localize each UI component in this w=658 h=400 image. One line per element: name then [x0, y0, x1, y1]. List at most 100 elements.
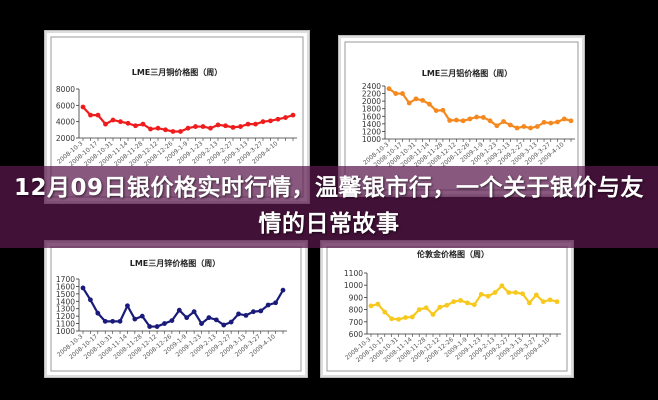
- data-point: [430, 312, 436, 317]
- y-tick-label: 1000: [362, 135, 381, 144]
- data-point: [554, 299, 560, 305]
- data-point: [541, 119, 547, 125]
- data-point: [393, 91, 399, 96]
- title-banner: [0, 166, 658, 248]
- data-point: [547, 297, 553, 303]
- series-line: [370, 284, 558, 321]
- data-point: [471, 302, 477, 308]
- data-point: [409, 314, 415, 320]
- data-point: [273, 300, 278, 306]
- data-point: [444, 302, 450, 308]
- data-point: [118, 119, 123, 125]
- y-tick-label: 8000: [56, 85, 75, 94]
- data-point: [501, 119, 506, 124]
- y-tick-label: 900: [349, 293, 364, 302]
- data-point: [290, 112, 296, 118]
- y-tick-label: 700: [349, 318, 364, 327]
- data-point: [507, 122, 513, 128]
- data-point: [223, 123, 228, 129]
- data-point: [528, 125, 533, 131]
- data-point: [427, 101, 432, 107]
- data-point: [494, 123, 500, 129]
- data-point: [95, 112, 101, 118]
- data-point: [375, 301, 381, 307]
- y-tick-label: 1100: [56, 320, 75, 329]
- data-point: [147, 324, 153, 329]
- data-point: [283, 115, 288, 120]
- data-point: [215, 122, 221, 128]
- y-tick-label: 1800: [362, 105, 381, 114]
- data-point: [80, 104, 86, 110]
- data-point: [548, 120, 554, 126]
- chart-svg: 伦敦金价格图（周）600700800900100011002008-10-320…: [326, 246, 568, 372]
- data-point: [258, 308, 264, 314]
- data-point: [155, 125, 161, 131]
- data-point: [163, 127, 168, 133]
- data-point: [178, 129, 183, 134]
- data-point: [520, 291, 525, 297]
- data-point: [133, 123, 138, 129]
- data-point: [221, 322, 227, 328]
- data-point: [162, 321, 167, 326]
- data-point: [467, 116, 473, 122]
- y-tick-label: 1300: [56, 305, 75, 314]
- data-point: [396, 316, 401, 322]
- data-point: [389, 316, 395, 322]
- data-point: [437, 304, 443, 310]
- data-point: [480, 115, 486, 120]
- y-tick-label: 1200: [56, 312, 75, 321]
- gold-price-chart: 伦敦金价格图（周） 600 700 800 900 1000 1100 2008-10-3 20…: [320, 240, 574, 378]
- data-point: [250, 309, 256, 315]
- data-point: [184, 315, 190, 321]
- data-point: [458, 298, 463, 303]
- data-point: [206, 315, 212, 321]
- data-point: [423, 305, 429, 311]
- data-point: [80, 285, 86, 291]
- data-point: [447, 118, 453, 123]
- data-point: [199, 321, 204, 326]
- y-tick-label: 6000: [56, 101, 75, 110]
- data-point: [110, 117, 116, 123]
- data-point: [110, 318, 116, 324]
- data-point: [368, 303, 374, 309]
- chart-title: LME三月锌价格图（周）: [130, 258, 221, 268]
- data-point: [265, 302, 271, 308]
- y-tick-label: 2000: [56, 134, 75, 143]
- y-tick-label: 1200: [362, 127, 381, 136]
- data-point: [420, 97, 426, 103]
- data-point: [125, 303, 130, 309]
- data-point: [253, 121, 258, 127]
- y-tick-label: 1600: [362, 112, 381, 121]
- data-point: [465, 300, 470, 306]
- data-point: [440, 107, 446, 113]
- data-point: [191, 309, 197, 315]
- y-tick-label: 1700: [56, 275, 75, 284]
- data-point: [487, 118, 493, 124]
- data-point: [88, 112, 93, 118]
- y-tick-label: 800: [349, 306, 364, 315]
- data-point: [176, 307, 182, 313]
- data-point: [139, 313, 145, 319]
- data-point: [492, 290, 498, 295]
- data-point: [170, 129, 176, 134]
- data-point: [506, 290, 512, 295]
- data-point: [200, 124, 206, 129]
- chart-svg: LME三月锌价格图（周） 1000110012001300140015001600…: [50, 246, 302, 372]
- data-point: [534, 124, 540, 129]
- data-point: [478, 291, 484, 297]
- data-point: [382, 309, 388, 315]
- data-point: [474, 114, 480, 120]
- data-point: [527, 300, 532, 306]
- data-point: [236, 311, 241, 317]
- data-point: [230, 124, 236, 130]
- data-point: [88, 297, 93, 303]
- y-tick-label: 1100: [344, 269, 363, 278]
- data-point: [148, 126, 153, 132]
- data-point: [521, 124, 527, 129]
- data-point: [386, 86, 392, 92]
- data-point: [460, 118, 466, 124]
- y-tick-label: 1500: [56, 290, 75, 299]
- chart-title: 伦敦金价格图（周）: [417, 249, 489, 259]
- chart-svg: LME三月铜价格图（周）20004000600080002008-10-3200…: [50, 36, 304, 198]
- data-point: [95, 310, 101, 316]
